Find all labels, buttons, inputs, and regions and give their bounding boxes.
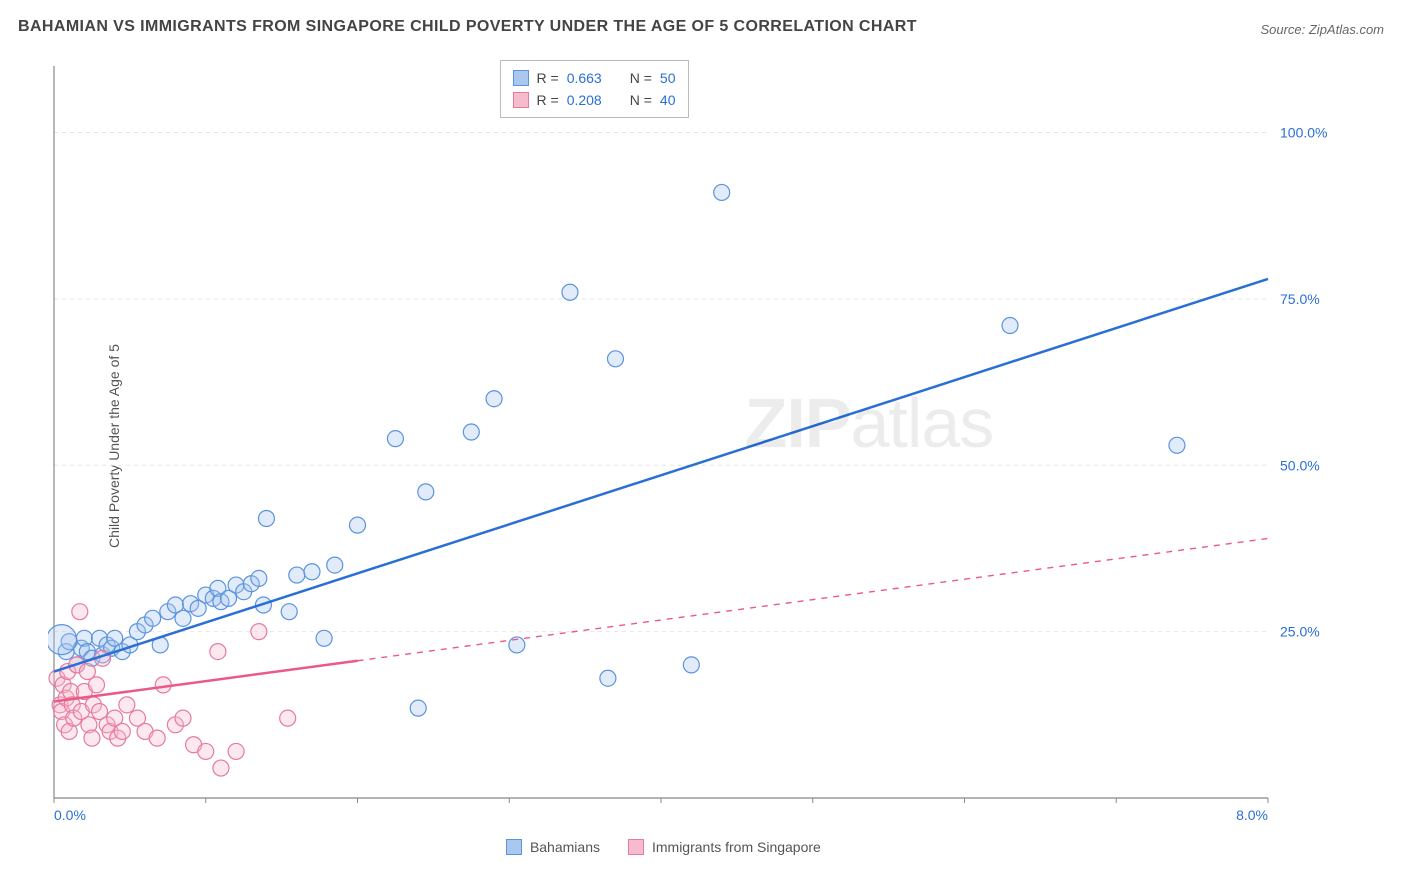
chart-title: BAHAMIAN VS IMMIGRANTS FROM SINGAPORE CH… [18, 18, 917, 36]
data-point [327, 557, 343, 573]
data-point [251, 624, 267, 640]
data-point [198, 743, 214, 759]
data-point [418, 484, 434, 500]
data-point [1169, 437, 1185, 453]
legend-item: Bahamians [506, 839, 600, 855]
data-point [149, 730, 165, 746]
data-point [280, 710, 296, 726]
n-label: N = [630, 67, 652, 89]
data-point [281, 604, 297, 620]
series-points [49, 604, 296, 776]
x-tick-label: 8.0% [1236, 807, 1268, 823]
data-point [84, 730, 100, 746]
data-point [228, 743, 244, 759]
data-point [72, 604, 88, 620]
data-point [145, 610, 161, 626]
r-label: R = [537, 67, 559, 89]
data-point [683, 657, 699, 673]
data-point [607, 351, 623, 367]
y-tick-label: 50.0% [1280, 457, 1320, 473]
legend-label: Immigrants from Singapore [652, 839, 821, 855]
data-point [316, 630, 332, 646]
plot-svg: 25.0% 50.0% 75.0% 100.0% 0.0% 8.0% [48, 60, 1338, 830]
stat-row: R = 0.663 N = 50 [513, 67, 676, 89]
data-point [304, 564, 320, 580]
data-point [410, 700, 426, 716]
data-point [175, 710, 191, 726]
x-tick-label: 0.0% [54, 807, 86, 823]
data-point [114, 723, 130, 739]
y-tick-label: 100.0% [1280, 125, 1327, 141]
legend-swatch [513, 70, 529, 86]
data-point-large [48, 625, 77, 655]
data-point [213, 760, 229, 776]
legend-swatch [513, 92, 529, 108]
legend-swatch [628, 839, 644, 855]
series-legend: Bahamians Immigrants from Singapore [506, 839, 821, 855]
n-value: 50 [660, 67, 676, 89]
stat-row: R = 0.208 N = 40 [513, 89, 676, 111]
data-point [119, 697, 135, 713]
data-point [463, 424, 479, 440]
trend-line-solid [54, 279, 1268, 672]
r-value: 0.208 [567, 89, 602, 111]
data-point [600, 670, 616, 686]
data-point [562, 284, 578, 300]
data-point [486, 391, 502, 407]
data-point [1002, 318, 1018, 334]
data-point [258, 511, 274, 527]
source-attribution: Source: ZipAtlas.com [1260, 22, 1384, 37]
data-point [289, 567, 305, 583]
correlation-stats-box: R = 0.663 N = 50 R = 0.208 N = 40 [500, 60, 689, 118]
n-value: 40 [660, 89, 676, 111]
data-point [350, 517, 366, 533]
series-points [58, 184, 1185, 716]
data-point [175, 610, 191, 626]
trend-line-dashed [358, 538, 1269, 660]
legend-swatch [506, 839, 522, 855]
r-label: R = [537, 89, 559, 111]
data-point [714, 184, 730, 200]
data-point [251, 570, 267, 586]
data-point [210, 644, 226, 660]
n-label: N = [630, 89, 652, 111]
data-point [88, 677, 104, 693]
y-tick-label: 75.0% [1280, 291, 1320, 307]
r-value: 0.663 [567, 67, 602, 89]
legend-item: Immigrants from Singapore [628, 839, 821, 855]
y-tick-label: 25.0% [1280, 624, 1320, 640]
scatter-plot: 25.0% 50.0% 75.0% 100.0% 0.0% 8.0% R = 0.663 N … [48, 60, 1338, 830]
legend-label: Bahamians [530, 839, 600, 855]
data-point [387, 431, 403, 447]
